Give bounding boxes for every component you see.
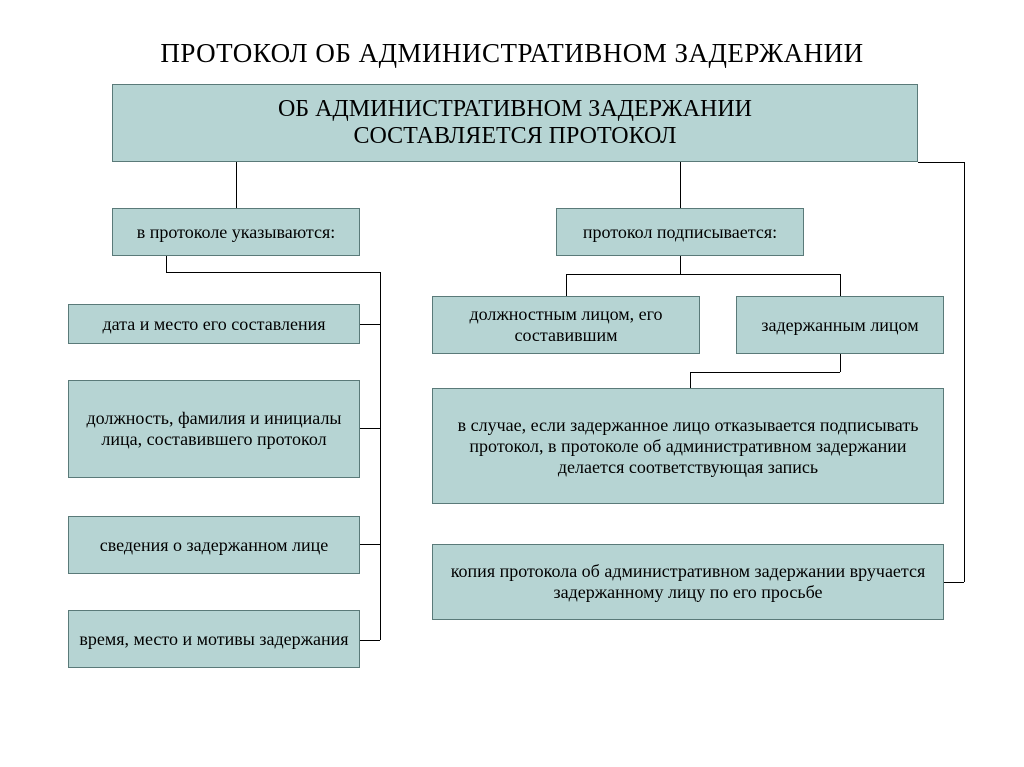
connector-12 <box>840 274 841 296</box>
left-header-text: в протоколе указываются: <box>137 222 336 243</box>
header-box: ОБ АДМИНИСТРАТИВНОМ ЗАДЕРЖАНИИ СОСТАВЛЯЕ… <box>112 84 918 162</box>
left-item-text-3: время, место и мотивы задержания <box>79 629 348 650</box>
connector-16 <box>964 162 965 582</box>
connector-15 <box>690 372 691 388</box>
connector-2 <box>166 256 167 272</box>
connector-3 <box>166 272 380 273</box>
connector-14 <box>690 372 840 373</box>
right-wide-item-text-0: в случае, если задержанное лицо отказыва… <box>443 415 933 478</box>
right-wide-item-text-1: копия протокола об административном заде… <box>443 561 933 603</box>
left-header-box: в протоколе указываются: <box>112 208 360 256</box>
connector-5 <box>360 324 380 325</box>
connector-17 <box>918 162 964 163</box>
left-item-0: дата и место его составления <box>68 304 360 344</box>
right-wide-item-0: в случае, если задержанное лицо отказыва… <box>432 388 944 504</box>
left-item-text-2: сведения о задержанном лице <box>100 535 329 556</box>
connector-7 <box>360 544 380 545</box>
connector-13 <box>840 354 841 372</box>
header-line2: СОСТАВЛЯЕТСЯ ПРОТОКОЛ <box>278 123 752 150</box>
connector-4 <box>380 272 381 640</box>
right-row1-item-text-0: должностным лицом, его составившим <box>443 304 689 346</box>
connector-10 <box>566 274 840 275</box>
left-item-text-0: дата и место его составления <box>102 314 325 335</box>
header-line1: ОБ АДМИНИСТРАТИВНОМ ЗАДЕРЖАНИИ <box>278 96 752 123</box>
left-item-3: время, место и мотивы задержания <box>68 610 360 668</box>
right-row1-item-0: должностным лицом, его составившим <box>432 296 700 354</box>
connector-18 <box>944 582 964 583</box>
right-header-box: протокол подписывается: <box>556 208 804 256</box>
connector-6 <box>360 428 380 429</box>
right-wide-item-1: копия протокола об административном заде… <box>432 544 944 620</box>
right-header-text: протокол подписывается: <box>583 222 777 243</box>
left-item-text-1: должность, фамилия и инициалы лица, сост… <box>79 408 349 450</box>
connector-0 <box>236 162 237 208</box>
connector-11 <box>566 274 567 296</box>
left-item-2: сведения о задержанном лице <box>68 516 360 574</box>
right-row1-item-text-1: задержанным лицом <box>761 315 918 336</box>
page-title: ПРОТОКОЛ ОБ АДМИНИСТРАТИВНОМ ЗАДЕРЖАНИИ <box>0 38 1024 69</box>
left-item-1: должность, фамилия и инициалы лица, сост… <box>68 380 360 478</box>
connector-1 <box>680 162 681 208</box>
connector-8 <box>360 640 380 641</box>
right-row1-item-1: задержанным лицом <box>736 296 944 354</box>
connector-9 <box>680 256 681 274</box>
